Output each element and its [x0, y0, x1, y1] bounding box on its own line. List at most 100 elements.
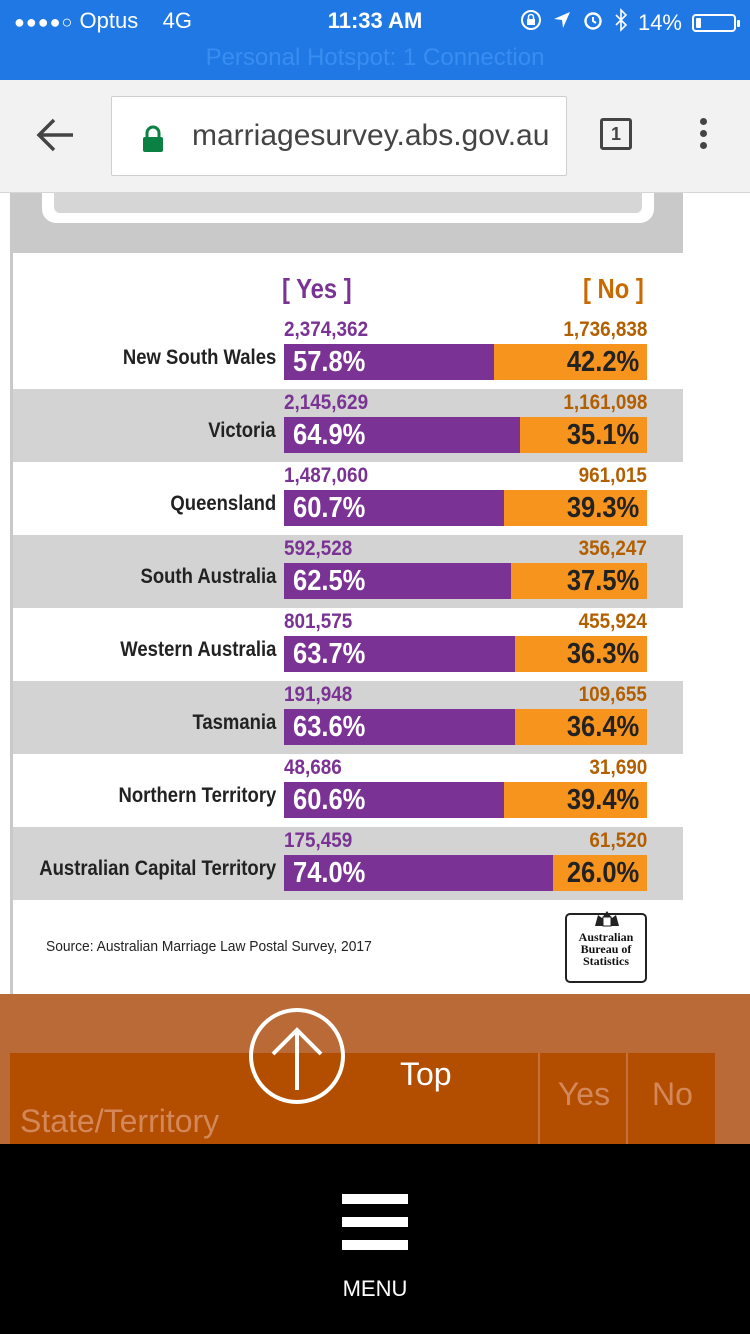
column-yes[interactable]: Yes — [538, 1053, 628, 1144]
url-text: marriagesurvey.abs.gov.au — [192, 119, 550, 152]
no-count: 961,015 — [578, 464, 647, 487]
yes-percent: 62.5% — [293, 565, 366, 597]
carrier: ●●●●○ Optus 4G — [14, 8, 192, 34]
table-row: Queensland 1,487,060 961,015 60.7% 39.3% — [13, 462, 683, 535]
yes-count: 1,487,060 — [284, 464, 369, 487]
result-bar — [284, 636, 647, 672]
bottom-menu[interactable]: MENU — [0, 1144, 750, 1334]
arrow-up-icon — [271, 1027, 323, 1090]
alarm-icon — [582, 9, 604, 37]
result-bar — [284, 709, 647, 745]
yes-bar — [284, 490, 505, 526]
location-icon — [552, 10, 572, 36]
yes-percent: 63.6% — [293, 711, 366, 743]
yes-bar — [284, 855, 553, 891]
no-count: 1,161,098 — [562, 391, 647, 414]
yes-count: 175,459 — [284, 829, 353, 852]
coat-of-arms-icon — [595, 911, 619, 927]
yes-bar — [284, 563, 511, 599]
result-bar — [284, 417, 647, 453]
back-button[interactable] — [36, 118, 76, 152]
no-count: 356,247 — [578, 537, 647, 560]
yes-count: 48,686 — [284, 756, 342, 779]
yes-header: [ Yes ] — [282, 273, 352, 304]
result-bar — [284, 855, 647, 891]
status-bar: ●●●●○ Optus 4G 11:33 AM 14% Personal Hot… — [0, 0, 750, 80]
abs-logo-text: Australian Bureau of Statistics — [578, 930, 634, 968]
table-row: Tasmania 191,948 109,655 63.6% 36.4% — [13, 681, 683, 754]
no-percent: 35.1% — [566, 419, 639, 451]
abs-logo[interactable]: Australian Bureau of Statistics — [565, 911, 647, 983]
state-name: New South Wales — [122, 346, 276, 369]
state-name: Queensland — [170, 492, 276, 515]
no-percent: 26.0% — [566, 857, 639, 889]
yes-percent: 60.6% — [293, 784, 366, 816]
no-percent: 42.2% — [566, 346, 639, 378]
table-row: Victoria 2,145,629 1,161,098 64.9% 35.1% — [13, 389, 683, 462]
no-percent: 39.3% — [566, 492, 639, 524]
hotspot-banner[interactable]: Personal Hotspot: 1 Connection — [205, 44, 545, 71]
hamburger-menu-icon[interactable] — [342, 1194, 408, 1250]
sticky-table-header: State/Territory Yes No Top — [0, 994, 750, 1144]
table-row: New South Wales 2,374,362 1,736,838 57.8% 42… — [13, 316, 683, 389]
bluetooth-icon — [614, 8, 628, 38]
battery-icon — [692, 14, 740, 32]
table-row: Australian Capital Territory 175,459 61,52… — [13, 827, 683, 900]
clock: 11:33 AM — [327, 8, 423, 33]
yes-percent: 63.7% — [293, 638, 366, 670]
carrier-name: Optus — [79, 8, 139, 33]
no-count: 1,736,838 — [562, 318, 647, 341]
state-name: Australian Capital Territory — [39, 857, 276, 880]
state-name: South Australia — [140, 565, 276, 588]
table-row: Western Australia 801,575 455,924 63.7% 36.3… — [13, 608, 683, 681]
network-type: 4G — [162, 8, 193, 33]
no-header: [ No ] — [583, 273, 644, 304]
yes-percent: 64.9% — [293, 419, 366, 451]
result-bar — [284, 782, 647, 818]
column-state[interactable]: State/Territory — [20, 1103, 220, 1139]
browser-toolbar: marriagesurvey.abs.gov.au 1 — [0, 80, 750, 193]
signal-icon: ●●●●○ — [14, 12, 74, 32]
battery-percent: 14% — [637, 10, 682, 35]
lock-icon — [143, 125, 163, 152]
no-count: 109,655 — [578, 683, 647, 706]
source-note: Source: Australian Marriage Law Postal S… — [46, 938, 372, 955]
chart-frame-edge — [42, 193, 654, 223]
state-name: Tasmania — [192, 711, 276, 734]
back-to-top-button[interactable] — [249, 1008, 345, 1104]
survey-results-section: [ Yes ] [ No ] New South Wales 2,374,362 1… — [10, 193, 683, 994]
state-name: Western Australia — [119, 638, 276, 661]
yes-count: 2,145,629 — [284, 391, 369, 414]
state-name: Victoria — [208, 419, 276, 442]
state-name: Northern Territory — [118, 784, 276, 807]
no-percent: 37.5% — [566, 565, 639, 597]
result-bar — [284, 563, 647, 599]
menu-label[interactable]: MENU — [342, 1276, 408, 1301]
yes-bar — [284, 417, 520, 453]
table-row: South Australia 592,528 356,247 62.5% 37.5% — [13, 535, 683, 608]
yes-bar — [284, 344, 494, 380]
yes-count: 2,374,362 — [284, 318, 369, 341]
no-percent: 36.3% — [566, 638, 639, 670]
yes-bar — [284, 636, 516, 672]
column-header-bar: State/Territory Yes No — [10, 1053, 715, 1144]
back-to-top-label[interactable]: Top — [400, 1056, 452, 1092]
tab-switcher-button[interactable]: 1 — [600, 118, 632, 150]
result-bar — [284, 490, 647, 526]
column-no[interactable]: No — [626, 1053, 717, 1144]
result-bar — [284, 344, 647, 380]
back-arrow-icon — [36, 118, 73, 152]
yes-percent: 60.7% — [293, 492, 366, 524]
no-percent: 39.4% — [566, 784, 639, 816]
yes-percent: 57.8% — [293, 346, 366, 378]
yes-bar — [284, 782, 504, 818]
no-count: 61,520 — [589, 829, 647, 852]
yes-percent: 74.0% — [293, 857, 366, 889]
yes-count: 191,948 — [284, 683, 353, 706]
no-percent: 36.4% — [566, 711, 639, 743]
yes-count: 801,575 — [284, 610, 353, 633]
address-bar[interactable]: marriagesurvey.abs.gov.au — [111, 96, 567, 176]
more-menu-icon[interactable] — [700, 118, 708, 154]
yes-count: 592,528 — [284, 537, 353, 560]
table-row: Northern Territory 48,686 31,690 60.6% 39.4% — [13, 754, 683, 827]
